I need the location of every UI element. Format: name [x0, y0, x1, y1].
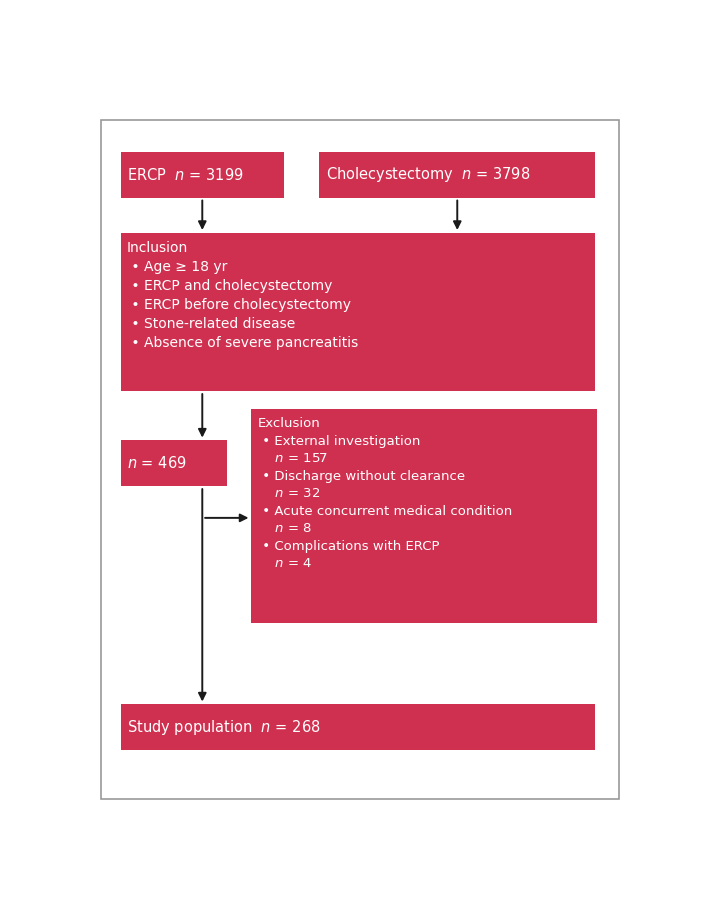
FancyBboxPatch shape — [121, 441, 227, 486]
FancyBboxPatch shape — [121, 152, 284, 197]
FancyBboxPatch shape — [252, 409, 598, 623]
Text: $n$ = 469: $n$ = 469 — [127, 455, 187, 472]
Text: Study population  $n$ = 268: Study population $n$ = 268 — [127, 717, 321, 737]
FancyBboxPatch shape — [319, 152, 595, 197]
Text: Exclusion
 • External investigation
    $n$ = 157
 • Discharge without clearance: Exclusion • External investigation $n$ =… — [258, 417, 512, 570]
FancyBboxPatch shape — [121, 705, 595, 750]
Text: Inclusion
 • Age ≥ 18 yr
 • ERCP and cholecystectomy
 • ERCP before cholecystect: Inclusion • Age ≥ 18 yr • ERCP and chole… — [127, 241, 359, 350]
FancyBboxPatch shape — [121, 233, 595, 391]
Text: ERCP  $n$ = 3199: ERCP $n$ = 3199 — [127, 166, 244, 183]
Text: Cholecystectomy  $n$ = 3798: Cholecystectomy $n$ = 3798 — [326, 165, 531, 185]
